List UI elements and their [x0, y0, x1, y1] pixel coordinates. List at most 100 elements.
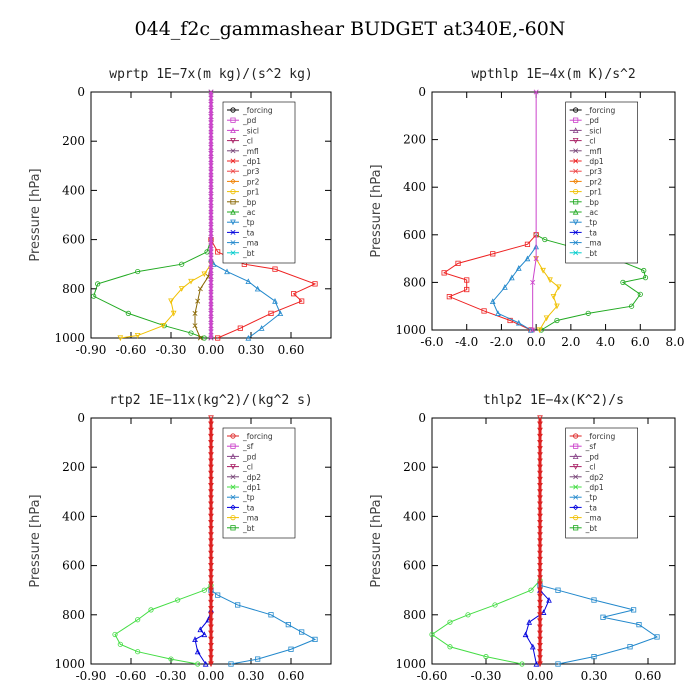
series-sicl-marker [208, 323, 214, 329]
series-dp1-marker [441, 270, 447, 276]
series-dp1-marker [446, 294, 452, 300]
legend-marker [230, 219, 236, 226]
legend-marker [573, 158, 579, 164]
series-forcing-marker [537, 519, 543, 526]
panel-3: rtp2 1E−11x(kg^2)/(kg^2 s) Pressure [hPa]… [28, 393, 332, 683]
series-line-tp [539, 584, 659, 665]
legend-marker [573, 433, 579, 439]
legend-marker [230, 178, 236, 185]
figure-title: 044_f2c_gammashear BUDGET at340E,-60N [134, 18, 566, 40]
series-dp1-marker [483, 654, 489, 660]
series-ta-marker [192, 636, 198, 642]
legend-marker [230, 433, 236, 439]
series-forcing-marker [537, 464, 543, 471]
legend-entry: _dp2 [585, 473, 604, 482]
series-forcing-marker [537, 446, 543, 452]
y-tick-label: 200 [62, 460, 85, 474]
series-pr1-marker [201, 271, 208, 278]
legend-marker [230, 168, 236, 174]
series-forcing-marker [537, 501, 543, 508]
legend-entry: _tp [585, 218, 598, 227]
series-pr1-marker [554, 303, 560, 310]
x-tick-label: -0.60 [417, 669, 448, 683]
series-bp-marker [195, 298, 201, 304]
legend-marker [572, 178, 579, 185]
legend-entry: _pr2 [585, 177, 603, 186]
legend-marker [573, 474, 579, 480]
series-sicl-marker [208, 169, 214, 175]
legend-entry: _bt [585, 249, 598, 258]
series-pr1-marker [536, 327, 543, 334]
series-sicl-marker [208, 157, 214, 163]
series-dp1-marker [447, 644, 453, 650]
legend-marker [572, 453, 579, 460]
series-forcing-marker [208, 415, 214, 422]
legend-entry: _sf [585, 442, 597, 451]
series-forcing-marker [208, 427, 214, 434]
series-dp1-marker [237, 325, 243, 331]
series-forcing-marker [537, 427, 543, 434]
legend-entry: _tp [585, 493, 598, 502]
series-forcing-marker [208, 569, 214, 575]
series-sicl-marker [208, 126, 214, 132]
x-tick-label: -0.90 [76, 343, 107, 357]
legend-marker [573, 189, 579, 195]
series-ac-marker [204, 249, 210, 255]
series-ta-marker [526, 619, 533, 625]
series-forcing-marker [537, 599, 543, 606]
series-ac-marker [542, 236, 548, 243]
legend-entry: _forcing [242, 106, 273, 115]
legend-entry: _pd [585, 116, 600, 125]
series-tp-marker [277, 310, 284, 317]
legend-entry: _ta [242, 503, 254, 512]
series-ta-marker [201, 631, 208, 638]
series-forcing-marker [537, 544, 543, 551]
series-tp-marker [524, 255, 531, 262]
series-sicl-marker [208, 255, 214, 261]
legend-marker [572, 137, 579, 144]
legend-marker [230, 463, 236, 470]
series-sicl-marker [208, 107, 214, 113]
series-dp1-marker [215, 335, 221, 341]
series-forcing-marker [208, 532, 214, 538]
series-sicl-marker [208, 95, 214, 101]
series-line-pd [532, 92, 537, 330]
legend-entry: _pd [242, 452, 257, 461]
legend-entry: _tp [242, 493, 255, 502]
series-tp-marker [272, 298, 278, 304]
series-dp1-marker [492, 602, 498, 608]
x-tick-label: -4.0 [455, 335, 478, 349]
legend-entry: _cl [242, 137, 253, 146]
series-dp1-marker [464, 286, 470, 293]
legend-entry: _pr1 [242, 188, 260, 197]
y-tick-label: 800 [62, 282, 85, 296]
legend-entry: _ac [585, 208, 598, 217]
series-pr1-marker [550, 294, 557, 300]
series-pr1-marker [170, 310, 177, 317]
series-sicl-marker [208, 120, 214, 126]
series-sicl-marker [208, 292, 214, 298]
legend-entry: _dp1 [585, 483, 604, 492]
legend-marker [573, 199, 579, 205]
series-bp-marker [197, 335, 203, 341]
series-bp-marker [192, 323, 198, 329]
series-forcing-marker [208, 544, 214, 551]
x-tick-label: 0.60 [278, 343, 305, 357]
legend-entry: _ma [242, 514, 259, 523]
series-pr1-marker [540, 267, 546, 274]
legend-entry: _tp [242, 218, 255, 227]
y-tick-label: 0 [418, 85, 426, 99]
legend-marker [573, 148, 579, 154]
series-tp-marker [245, 334, 252, 341]
y-axis-label: Pressure [hPa] [28, 168, 43, 261]
x-tick-label: -0.60 [116, 343, 147, 357]
series-forcing-marker [208, 421, 214, 428]
series-forcing-marker [208, 655, 214, 661]
series-pr1-marker [134, 332, 141, 339]
series-dp1-marker [447, 619, 453, 625]
legend-marker [572, 219, 579, 226]
x-tick-label: -0.30 [471, 669, 502, 683]
x-tick-label: 0.00 [527, 669, 554, 683]
legend-entry: _bt [585, 524, 598, 533]
